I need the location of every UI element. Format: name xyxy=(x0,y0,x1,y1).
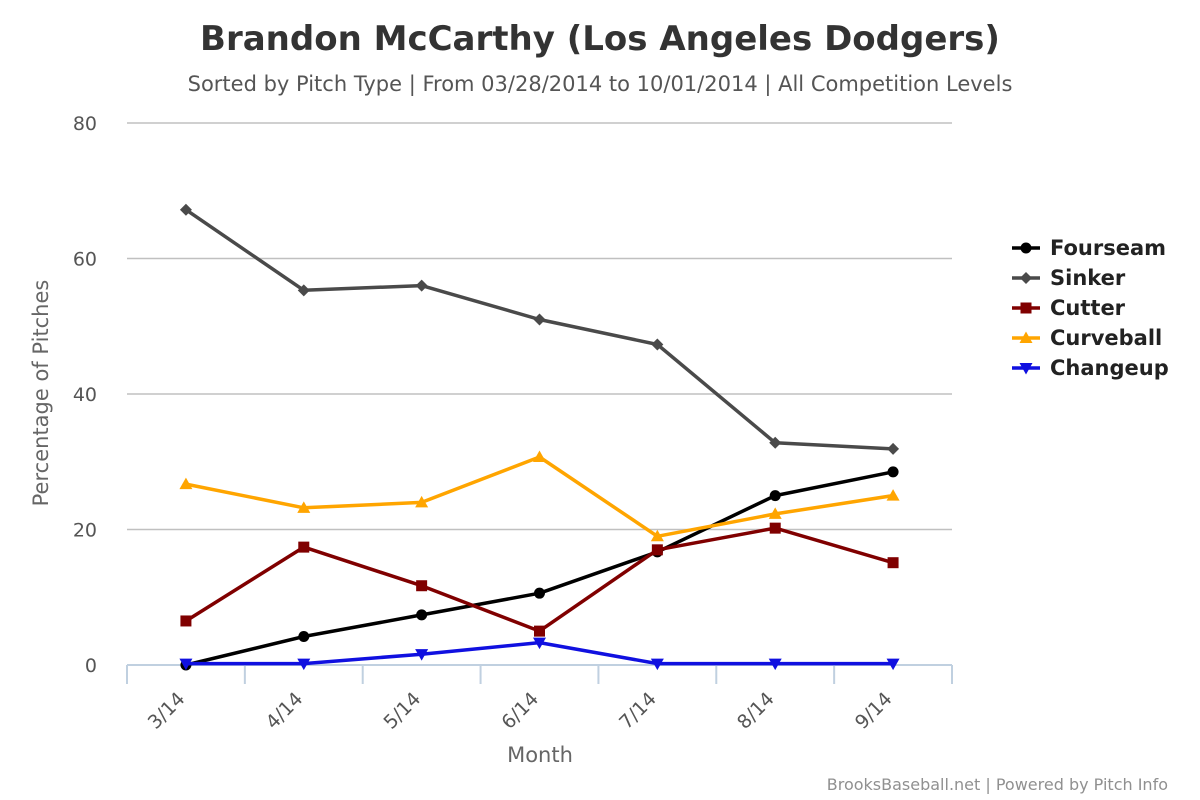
y-axis-title: Percentage of Pitches xyxy=(29,280,53,507)
legend-label: Fourseam xyxy=(1050,236,1166,260)
data-point-sinker xyxy=(179,203,192,216)
legend-item-fourseam[interactable]: Fourseam xyxy=(1012,236,1166,260)
x-tick-label-4-14: 4/14 xyxy=(262,688,308,734)
data-point-cutter xyxy=(416,580,428,592)
data-point-cutter xyxy=(769,522,781,534)
legend-marker xyxy=(1020,272,1032,284)
x-tick-label-8-14: 8/14 xyxy=(733,688,779,734)
legend-item-curveball[interactable]: Curveball xyxy=(1012,326,1162,350)
data-point-fourseam xyxy=(887,466,899,478)
data-point-cutter xyxy=(651,544,663,556)
x-tick-label-7-14: 7/14 xyxy=(615,688,661,734)
data-point-cutter xyxy=(534,625,545,637)
x-tick-label-9-14: 9/14 xyxy=(851,688,897,734)
y-axis: 0 20 40 60 80 xyxy=(73,113,97,677)
data-point-cutter xyxy=(887,557,899,569)
legend-item-changeup[interactable]: Changeup xyxy=(1012,356,1169,380)
series-line-sinker xyxy=(184,207,895,451)
data-point-fourseam xyxy=(298,631,310,643)
legend-marker xyxy=(1019,363,1033,375)
legend-item-cutter[interactable]: Cutter xyxy=(1012,296,1126,320)
data-point-curveball xyxy=(297,501,311,513)
series-curveball xyxy=(179,450,900,542)
data-point-curveball xyxy=(533,450,546,463)
data-point-fourseam xyxy=(769,490,781,502)
chart-subtitle: Sorted by Pitch Type | From 03/28/2014 t… xyxy=(188,72,1013,97)
data-point-changeup xyxy=(415,649,429,661)
data-point-cutter xyxy=(180,615,192,627)
legend-label: Changeup xyxy=(1050,356,1169,380)
data-point-sinker xyxy=(297,284,310,297)
chart-title: Brandon McCarthy (Los Angeles Dodgers) xyxy=(200,19,1000,59)
data-point-sinker xyxy=(887,442,900,455)
legend-label: Curveball xyxy=(1050,326,1162,350)
y-tick-label: 60 xyxy=(73,249,97,271)
grid-lines xyxy=(127,122,952,531)
data-point-changeup xyxy=(650,658,664,671)
x-tick-label-6-14: 6/14 xyxy=(497,688,543,734)
y-tick-label: 20 xyxy=(73,520,97,542)
data-point-cutter xyxy=(298,541,310,553)
series-line-cutter xyxy=(184,526,895,633)
credits[interactable]: BrooksBaseball.net | Powered by Pitch In… xyxy=(827,775,1168,794)
y-tick-label: 0 xyxy=(85,655,97,677)
series-changeup xyxy=(179,637,900,671)
x-tick-label-3-14: 3/14 xyxy=(144,688,190,734)
data-point-curveball xyxy=(650,529,664,542)
x-tick-label-5-14: 5/14 xyxy=(379,688,425,734)
plot-area xyxy=(179,203,900,671)
y-tick-label: 40 xyxy=(73,384,97,406)
legend-label: Sinker xyxy=(1050,266,1126,290)
data-point-changeup xyxy=(533,637,546,650)
data-point-curveball xyxy=(886,489,900,501)
y-tick-label: 80 xyxy=(73,113,97,135)
legend-marker xyxy=(1020,242,1032,254)
data-point-curveball xyxy=(768,507,782,519)
legend-marker xyxy=(1020,302,1032,314)
legend: Fourseam Sinker Cutter Curveball Changeup xyxy=(1012,236,1169,380)
data-point-curveball xyxy=(415,495,429,508)
data-point-curveball xyxy=(179,477,193,490)
data-point-sinker xyxy=(651,338,664,351)
data-point-fourseam xyxy=(534,587,545,599)
x-axis: 3/14 4/14 5/14 6/14 7/14 8/14 9/14 xyxy=(126,664,953,734)
data-point-changeup xyxy=(886,658,900,671)
data-point-changeup xyxy=(179,658,193,671)
legend-marker xyxy=(1019,331,1033,343)
data-point-changeup xyxy=(768,658,782,671)
data-point-changeup xyxy=(297,658,311,671)
series-sinker xyxy=(179,203,900,455)
data-point-sinker xyxy=(533,313,546,326)
data-point-sinker xyxy=(415,279,428,292)
x-axis-title: Month xyxy=(507,743,573,767)
data-point-fourseam xyxy=(416,609,428,621)
data-point-sinker xyxy=(769,436,782,449)
legend-label: Cutter xyxy=(1050,296,1126,320)
legend-item-sinker[interactable]: Sinker xyxy=(1012,266,1126,290)
series-cutter xyxy=(180,522,899,637)
series-line-curveball xyxy=(184,455,895,539)
